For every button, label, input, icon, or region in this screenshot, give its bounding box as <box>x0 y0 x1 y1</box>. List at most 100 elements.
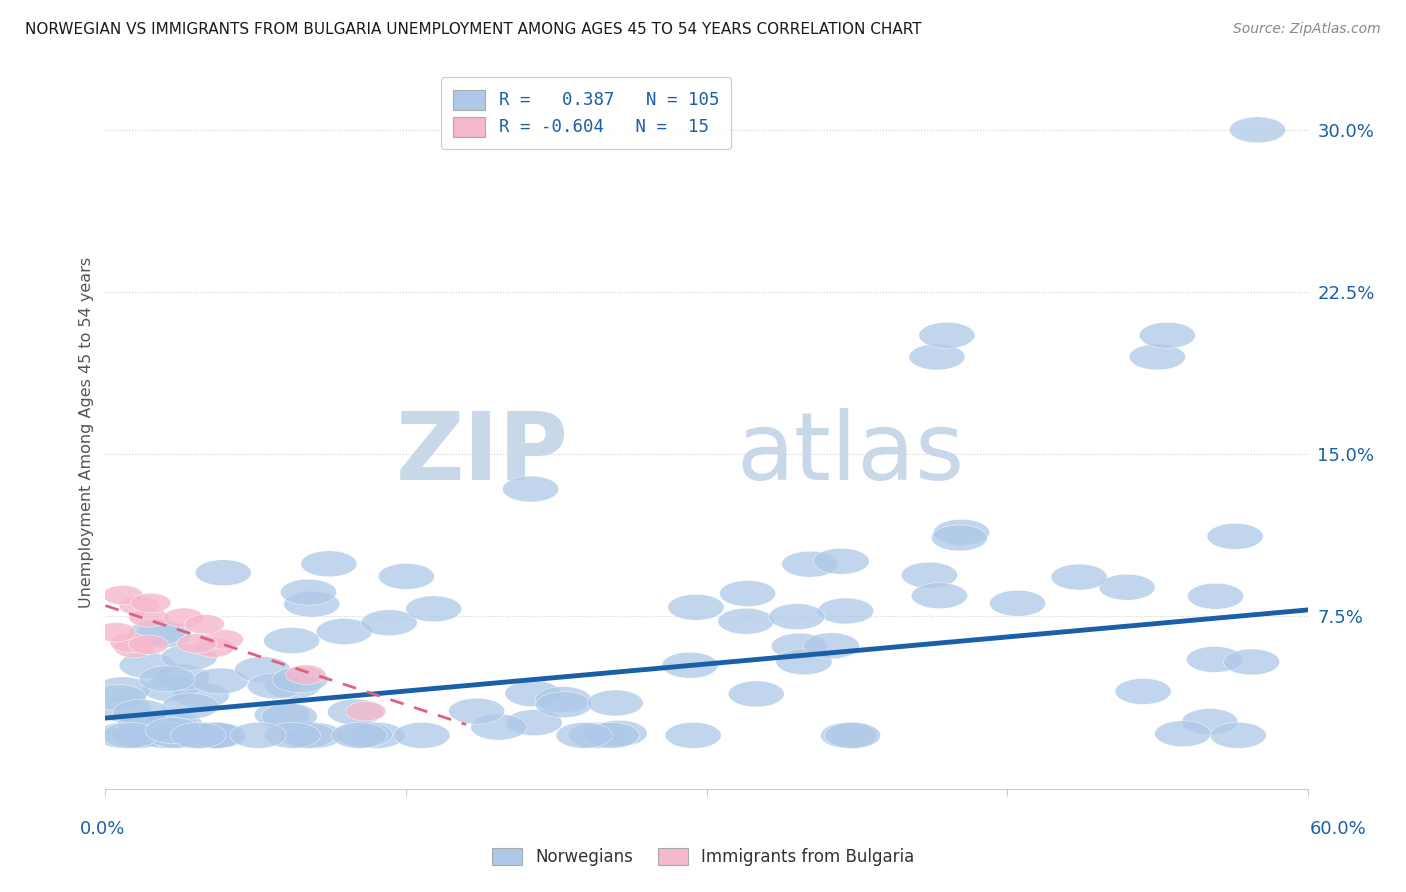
Ellipse shape <box>818 598 873 624</box>
Ellipse shape <box>142 676 198 702</box>
Ellipse shape <box>336 722 392 747</box>
Ellipse shape <box>911 582 967 608</box>
Ellipse shape <box>769 604 825 630</box>
Ellipse shape <box>301 551 357 577</box>
Ellipse shape <box>346 701 387 721</box>
Ellipse shape <box>263 628 319 654</box>
Ellipse shape <box>505 681 561 706</box>
Ellipse shape <box>316 618 373 645</box>
Ellipse shape <box>803 632 859 659</box>
Ellipse shape <box>920 322 974 348</box>
Text: NORWEGIAN VS IMMIGRANTS FROM BULGARIA UNEMPLOYMENT AMONG AGES 45 TO 54 YEARS COR: NORWEGIAN VS IMMIGRANTS FROM BULGARIA UN… <box>25 22 922 37</box>
Ellipse shape <box>772 633 827 659</box>
Ellipse shape <box>1115 679 1171 705</box>
Ellipse shape <box>908 344 965 370</box>
Ellipse shape <box>990 591 1046 616</box>
Ellipse shape <box>163 608 204 627</box>
Ellipse shape <box>167 723 224 748</box>
Ellipse shape <box>1139 322 1195 348</box>
Ellipse shape <box>502 476 558 502</box>
Ellipse shape <box>114 639 155 657</box>
Ellipse shape <box>1208 524 1263 549</box>
Text: 60.0%: 60.0% <box>1310 820 1367 838</box>
Ellipse shape <box>162 644 218 670</box>
Ellipse shape <box>204 630 243 649</box>
Ellipse shape <box>187 723 243 748</box>
Ellipse shape <box>284 591 340 617</box>
Ellipse shape <box>136 622 191 648</box>
Ellipse shape <box>112 699 169 725</box>
Ellipse shape <box>120 596 159 615</box>
Ellipse shape <box>471 714 527 740</box>
Ellipse shape <box>1129 344 1185 370</box>
Ellipse shape <box>264 673 321 698</box>
Ellipse shape <box>406 596 461 622</box>
Text: atlas: atlas <box>737 408 965 500</box>
Ellipse shape <box>332 723 387 748</box>
Ellipse shape <box>378 564 434 590</box>
Ellipse shape <box>96 696 152 723</box>
Ellipse shape <box>328 699 384 725</box>
Ellipse shape <box>931 524 987 551</box>
Ellipse shape <box>568 723 624 748</box>
Ellipse shape <box>394 723 450 748</box>
Text: ZIP: ZIP <box>395 408 568 500</box>
Ellipse shape <box>720 581 776 607</box>
Ellipse shape <box>285 723 342 748</box>
Ellipse shape <box>1187 647 1243 673</box>
Ellipse shape <box>536 691 592 718</box>
Legend: Norwegians, Immigrants from Bulgaria: Norwegians, Immigrants from Bulgaria <box>485 841 921 873</box>
Text: Source: ZipAtlas.com: Source: ZipAtlas.com <box>1233 22 1381 37</box>
Ellipse shape <box>449 698 505 724</box>
Ellipse shape <box>1223 649 1279 675</box>
Ellipse shape <box>96 723 152 748</box>
Ellipse shape <box>142 712 198 738</box>
Ellipse shape <box>153 665 209 690</box>
Ellipse shape <box>1211 723 1267 748</box>
Ellipse shape <box>177 633 217 653</box>
Ellipse shape <box>120 652 176 678</box>
Ellipse shape <box>718 608 773 634</box>
Ellipse shape <box>728 681 785 706</box>
Ellipse shape <box>117 712 173 738</box>
Ellipse shape <box>170 723 226 748</box>
Ellipse shape <box>262 704 318 730</box>
Ellipse shape <box>536 687 591 713</box>
Ellipse shape <box>235 657 291 682</box>
Ellipse shape <box>111 723 167 748</box>
Ellipse shape <box>588 690 644 716</box>
Ellipse shape <box>349 723 405 748</box>
Ellipse shape <box>1099 574 1156 600</box>
Ellipse shape <box>1181 708 1237 734</box>
Ellipse shape <box>1154 721 1211 747</box>
Ellipse shape <box>782 551 838 577</box>
Ellipse shape <box>131 593 170 613</box>
Ellipse shape <box>173 682 229 708</box>
Ellipse shape <box>90 684 146 711</box>
Ellipse shape <box>361 610 418 636</box>
Text: 0.0%: 0.0% <box>80 820 125 838</box>
Ellipse shape <box>96 623 136 642</box>
Ellipse shape <box>555 723 612 748</box>
Ellipse shape <box>110 633 150 653</box>
Ellipse shape <box>129 607 169 627</box>
Ellipse shape <box>285 665 326 684</box>
Ellipse shape <box>103 585 143 605</box>
Ellipse shape <box>280 723 336 748</box>
Ellipse shape <box>162 693 218 719</box>
Ellipse shape <box>273 666 328 692</box>
Ellipse shape <box>934 519 990 545</box>
Ellipse shape <box>813 549 869 574</box>
Ellipse shape <box>231 723 287 748</box>
Ellipse shape <box>194 638 233 657</box>
Ellipse shape <box>138 723 194 748</box>
Ellipse shape <box>280 579 336 605</box>
Ellipse shape <box>591 721 647 747</box>
Ellipse shape <box>1052 564 1107 591</box>
Ellipse shape <box>195 560 252 586</box>
Ellipse shape <box>824 723 880 748</box>
Ellipse shape <box>254 702 311 728</box>
Ellipse shape <box>184 615 225 634</box>
Ellipse shape <box>103 723 159 748</box>
Ellipse shape <box>176 723 232 748</box>
